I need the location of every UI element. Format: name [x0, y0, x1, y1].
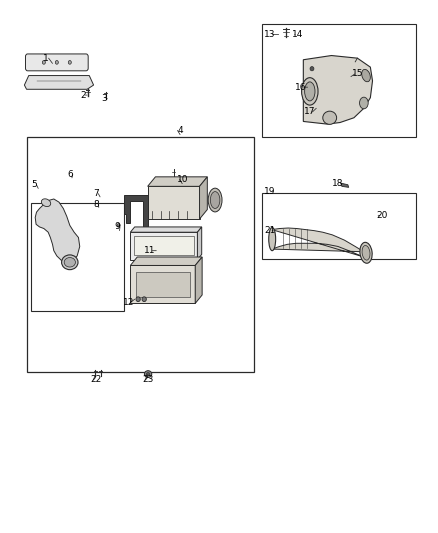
- Ellipse shape: [323, 111, 337, 124]
- Text: 13: 13: [264, 30, 276, 39]
- Text: 19: 19: [264, 187, 276, 196]
- Polygon shape: [200, 177, 207, 219]
- Text: 6: 6: [67, 169, 73, 179]
- Text: 11: 11: [144, 246, 155, 255]
- Text: 12: 12: [123, 298, 134, 307]
- Text: 14: 14: [292, 30, 304, 39]
- Polygon shape: [131, 227, 202, 232]
- Bar: [148, 187, 200, 219]
- Ellipse shape: [362, 69, 371, 82]
- Text: 18: 18: [332, 179, 344, 188]
- Ellipse shape: [208, 188, 222, 212]
- Polygon shape: [148, 177, 207, 187]
- Text: 10: 10: [177, 175, 188, 184]
- Polygon shape: [304, 55, 372, 124]
- Polygon shape: [124, 195, 148, 227]
- Polygon shape: [35, 199, 80, 262]
- Text: 17: 17: [304, 108, 315, 116]
- Ellipse shape: [269, 228, 276, 251]
- Polygon shape: [131, 257, 202, 265]
- Bar: [262, 24, 416, 138]
- Ellipse shape: [360, 97, 368, 109]
- Text: 21: 21: [264, 226, 276, 235]
- Ellipse shape: [362, 246, 370, 260]
- Polygon shape: [341, 183, 349, 188]
- Bar: [262, 192, 416, 259]
- Ellipse shape: [145, 370, 152, 377]
- Text: 23: 23: [142, 375, 153, 384]
- Bar: [134, 237, 194, 255]
- Ellipse shape: [310, 67, 314, 71]
- Ellipse shape: [304, 82, 315, 101]
- Ellipse shape: [302, 78, 318, 105]
- Text: 20: 20: [377, 211, 388, 220]
- Text: 22: 22: [90, 375, 101, 384]
- Text: 5: 5: [31, 180, 37, 189]
- Bar: [27, 138, 254, 372]
- Ellipse shape: [64, 257, 75, 267]
- Text: 15: 15: [352, 69, 363, 78]
- Ellipse shape: [146, 373, 150, 376]
- Polygon shape: [195, 257, 202, 303]
- Bar: [131, 265, 195, 303]
- Polygon shape: [272, 228, 364, 257]
- Text: 7: 7: [93, 189, 99, 198]
- Ellipse shape: [210, 191, 220, 208]
- Ellipse shape: [136, 297, 140, 302]
- Bar: [135, 272, 190, 297]
- Polygon shape: [25, 76, 94, 90]
- Ellipse shape: [68, 61, 71, 64]
- Bar: [31, 203, 124, 311]
- Ellipse shape: [117, 223, 120, 227]
- Text: 4: 4: [177, 126, 183, 135]
- Text: 9: 9: [114, 222, 120, 231]
- Ellipse shape: [55, 61, 58, 64]
- FancyBboxPatch shape: [25, 54, 88, 71]
- Ellipse shape: [360, 243, 372, 263]
- Text: 2: 2: [80, 91, 85, 100]
- Ellipse shape: [41, 199, 51, 207]
- Polygon shape: [198, 227, 202, 260]
- Ellipse shape: [142, 297, 146, 302]
- Bar: [131, 232, 198, 260]
- Text: 8: 8: [93, 200, 99, 209]
- Text: 16: 16: [295, 83, 307, 92]
- Text: 3: 3: [102, 94, 107, 103]
- Text: 1: 1: [43, 54, 49, 63]
- Ellipse shape: [42, 61, 46, 64]
- Ellipse shape: [62, 255, 78, 270]
